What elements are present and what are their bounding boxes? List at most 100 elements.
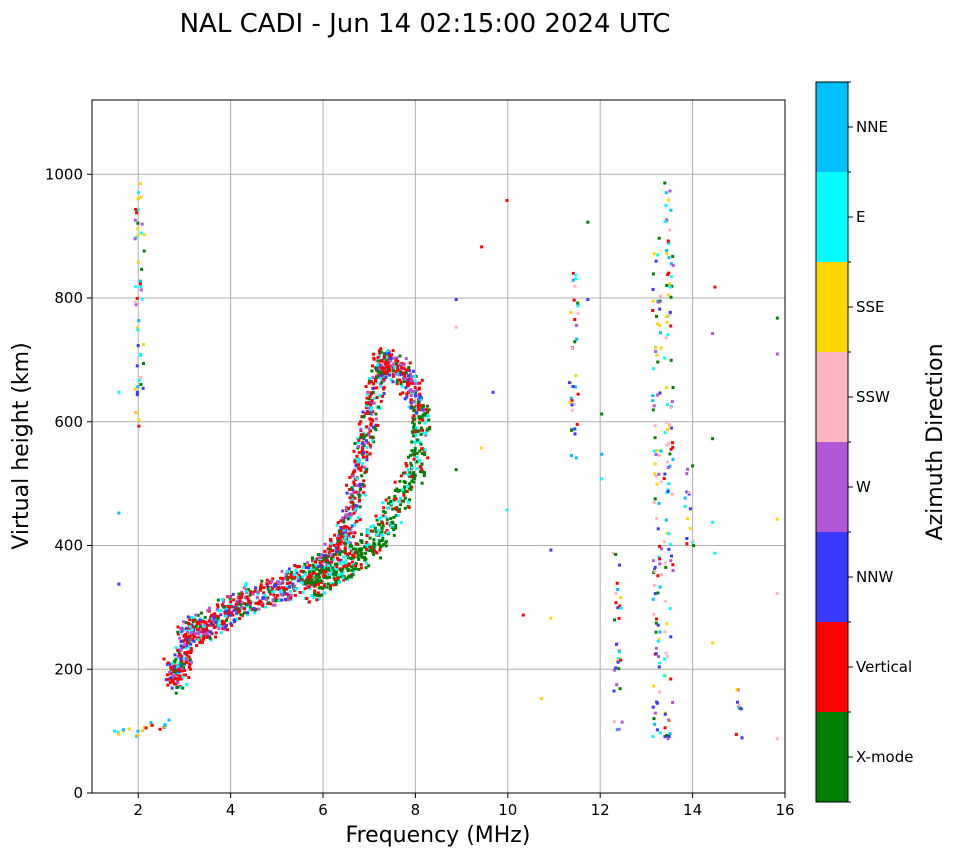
echo-point [138, 282, 142, 286]
echo-point [388, 354, 391, 358]
echo-point [290, 570, 294, 574]
echo-point [775, 737, 779, 741]
echo-point [133, 237, 137, 241]
echo-point [172, 682, 176, 686]
echo-point [314, 560, 317, 564]
echo-point [187, 645, 191, 649]
echo-point [417, 398, 421, 402]
echo-point [121, 728, 125, 732]
echo-point [368, 443, 372, 447]
echo-point [352, 482, 356, 486]
echo-point [390, 364, 394, 368]
echo-point [222, 624, 225, 628]
echo-point [175, 686, 179, 689]
echo-point [382, 377, 386, 381]
echo-point [321, 586, 324, 590]
echo-point [336, 576, 340, 580]
echo-point [426, 428, 430, 432]
echo-point [367, 433, 371, 437]
echo-point [377, 349, 381, 353]
echo-point [183, 662, 187, 666]
echo-point [203, 623, 207, 627]
colorbar-tick-label: E [856, 208, 865, 226]
echo-point [177, 651, 181, 655]
colorbar-label: Azimuth Direction [923, 343, 948, 540]
echo-point [322, 554, 326, 558]
echo-point [362, 479, 366, 483]
echo-point [671, 569, 675, 572]
echo-point [174, 682, 178, 686]
echo-point [348, 496, 352, 500]
y-tick-label: 1000 [45, 165, 83, 183]
echo-point [406, 367, 410, 371]
echo-point [663, 220, 667, 224]
echo-point [376, 528, 380, 532]
echo-point [178, 636, 182, 640]
echo-point [421, 413, 425, 417]
echo-point [187, 655, 191, 659]
echo-point [391, 349, 395, 353]
echo-point [652, 684, 656, 688]
echo-point [207, 635, 211, 639]
echo-point [405, 490, 409, 493]
echo-point [418, 417, 422, 421]
echo-point [408, 498, 411, 502]
echo-point [338, 575, 342, 579]
echo-point [355, 476, 359, 480]
echo-point [357, 451, 361, 455]
echo-point [355, 519, 359, 523]
echo-point [402, 363, 406, 367]
echo-point [393, 489, 397, 492]
echo-point [665, 443, 669, 447]
echo-point [586, 220, 590, 224]
echo-point [385, 529, 389, 532]
echo-point [574, 273, 578, 277]
echo-point [337, 542, 341, 546]
echo-point [399, 368, 403, 372]
echo-point [385, 521, 389, 525]
echo-point [418, 395, 422, 398]
echo-point [651, 735, 655, 738]
echo-point [351, 504, 355, 508]
echo-point [379, 399, 383, 403]
echo-point [367, 377, 371, 380]
echo-point [332, 583, 336, 587]
echo-point [651, 408, 655, 412]
echo-point [248, 605, 252, 609]
echo-point [352, 491, 356, 494]
echo-point [204, 629, 208, 633]
echo-point [201, 627, 205, 630]
echo-point [214, 635, 217, 639]
echo-point [176, 625, 180, 629]
echo-point [182, 645, 185, 649]
echo-point [387, 365, 391, 369]
echo-point [180, 659, 184, 663]
echo-point [225, 609, 229, 613]
echo-point [315, 598, 319, 602]
echo-point [243, 602, 247, 606]
echo-point [652, 717, 656, 721]
echo-point [651, 559, 655, 563]
echo-point [317, 597, 321, 601]
echo-point [402, 491, 406, 495]
echo-point [264, 598, 268, 602]
echo-point [667, 198, 671, 202]
echo-point [664, 565, 668, 569]
echo-point [181, 639, 185, 643]
echo-point [669, 405, 673, 409]
echo-point [412, 390, 416, 393]
echo-point [651, 299, 655, 303]
echo-point [239, 602, 243, 606]
echo-point [301, 575, 305, 579]
echo-point [375, 533, 379, 537]
echo-point [618, 650, 622, 654]
echo-point [280, 586, 284, 590]
echo-point [258, 588, 262, 592]
echo-point [685, 537, 689, 540]
echo-point [279, 576, 283, 580]
echo-point [652, 612, 656, 616]
echo-point [574, 374, 578, 378]
echo-point [195, 628, 199, 632]
echo-point [666, 460, 669, 464]
echo-point [365, 534, 369, 538]
